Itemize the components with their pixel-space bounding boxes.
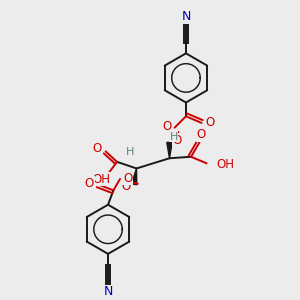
Text: O: O — [173, 134, 182, 147]
Text: O: O — [122, 180, 131, 193]
Polygon shape — [131, 169, 137, 185]
Text: O: O — [93, 142, 102, 155]
Text: O: O — [205, 116, 214, 129]
Polygon shape — [167, 142, 172, 158]
Text: N: N — [181, 10, 191, 23]
Text: H: H — [169, 132, 178, 142]
Text: H: H — [126, 147, 134, 157]
Text: O: O — [85, 177, 94, 190]
Text: OH: OH — [92, 173, 110, 186]
Text: OH: OH — [217, 158, 235, 171]
Text: O: O — [196, 128, 206, 141]
Text: O: O — [123, 172, 132, 184]
Text: N: N — [103, 285, 113, 298]
Text: O: O — [163, 120, 172, 133]
